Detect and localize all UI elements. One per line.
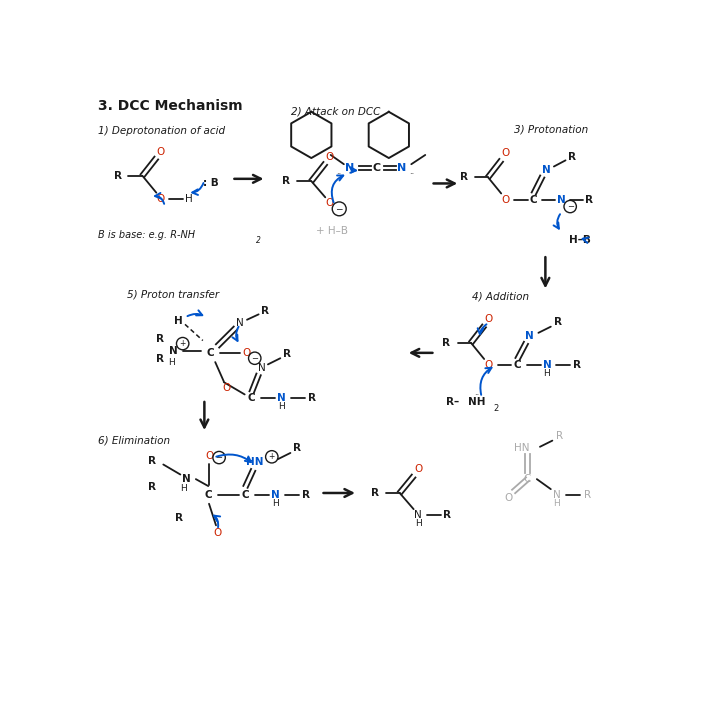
Text: 1) Deprotonation of acid: 1) Deprotonation of acid [98,126,226,136]
Text: H: H [272,499,279,508]
Text: : B: : B [203,179,219,189]
Text: N: N [169,346,178,356]
Text: 5) Proton transfer: 5) Proton transfer [128,290,219,299]
Text: HN: HN [514,443,529,454]
Text: C: C [248,393,255,403]
Text: O: O [505,493,513,503]
Text: 2) Attack on DCC: 2) Attack on DCC [291,107,381,117]
Text: H: H [168,358,176,367]
Text: C: C [207,348,214,358]
Text: N: N [415,510,422,520]
Text: R: R [293,443,301,454]
Text: R: R [149,456,157,465]
Text: H: H [278,402,286,411]
Text: +: + [269,452,275,461]
Text: N: N [271,489,280,500]
Text: H: H [553,498,560,508]
Text: R: R [114,171,121,181]
Text: N: N [236,318,244,328]
Text: + H–B: + H–B [317,226,348,236]
Text: 3. DCC Mechanism: 3. DCC Mechanism [98,99,243,113]
Text: N: N [345,163,354,173]
Text: ··: ·· [336,170,342,179]
Text: N: N [543,360,551,370]
Text: C: C [242,489,250,500]
Text: C: C [204,489,212,500]
Text: R: R [149,482,157,492]
Text: 3) Protonation: 3) Protonation [515,125,589,135]
Text: R: R [308,393,316,403]
Text: O: O [502,195,510,205]
Text: H–B: H–B [570,236,591,245]
Text: H: H [185,194,192,204]
Text: R: R [175,512,183,523]
Text: 4) Addition: 4) Addition [472,292,529,301]
Text: O: O [326,151,334,161]
Text: O: O [326,198,334,208]
Text: 6) Elimination: 6) Elimination [98,435,171,446]
Text: O: O [156,147,164,157]
Text: O: O [222,383,231,393]
Text: −: − [251,354,258,362]
Text: H: H [173,315,183,325]
Text: R: R [584,195,593,205]
Text: C: C [524,474,532,484]
Text: R: R [443,510,451,520]
Text: R: R [283,348,290,359]
Text: N: N [525,331,534,341]
Text: C: C [514,360,521,370]
Text: ··: ·· [410,170,415,179]
Text: N: N [553,489,561,500]
Text: R: R [157,354,164,364]
Text: N: N [258,363,266,373]
Text: O: O [242,348,250,358]
Text: H: H [180,484,187,493]
Text: N: N [278,393,286,403]
Text: R: R [584,489,591,500]
Text: O: O [484,314,493,324]
Text: +: + [180,339,186,348]
Text: C: C [530,195,538,205]
Text: N: N [398,163,407,173]
Text: −: − [567,202,574,211]
Text: R: R [282,176,290,186]
Text: N: N [557,195,566,205]
Text: NH: NH [468,397,486,407]
Text: R: R [460,172,468,182]
Text: ··: ·· [474,390,480,400]
Text: H: H [544,369,551,378]
Text: 2: 2 [257,236,261,245]
Text: R: R [568,151,576,161]
Text: R: R [573,360,581,370]
Text: O: O [205,451,213,461]
Text: −: − [216,453,223,462]
Text: O: O [156,194,164,204]
Text: O: O [484,360,493,370]
Text: HN: HN [246,457,264,467]
Text: O: O [502,149,510,158]
Text: H: H [415,519,422,529]
Text: R–: R– [446,397,459,407]
Text: C: C [372,163,381,173]
Text: R: R [371,488,379,498]
Text: O: O [214,528,221,538]
Text: R: R [157,334,164,344]
Text: N: N [541,165,551,175]
Text: R: R [553,317,562,327]
Text: R: R [302,489,310,500]
Text: 2: 2 [493,404,498,413]
Text: R: R [442,338,450,348]
Text: B is base: e.g. R-NH: B is base: e.g. R-NH [98,230,195,240]
Text: O: O [414,464,422,474]
Text: R: R [556,431,563,441]
Text: N: N [182,474,191,484]
Text: R: R [261,306,269,315]
Text: −: − [336,205,343,213]
